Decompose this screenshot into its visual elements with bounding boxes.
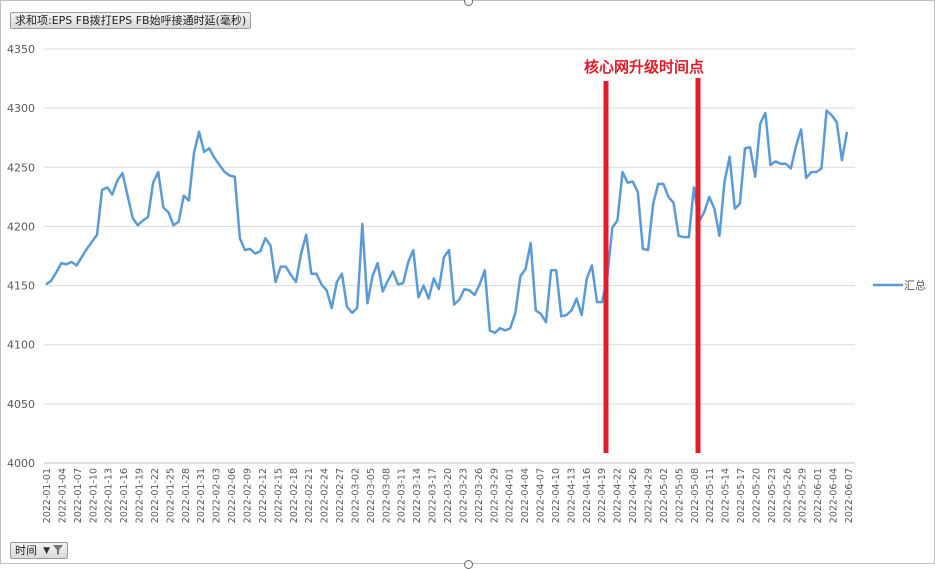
x-tick-label: 2022-02-06 (227, 468, 238, 523)
value-field-label: 求和项:EPS FB拨打EPS FB始呼接通时延(毫秒) (15, 14, 247, 27)
x-tick-label: 2022-04-10 (551, 468, 562, 523)
x-tick-label: 2022-02-24 (320, 468, 331, 523)
x-tick-label: 2022-04-16 (582, 468, 593, 523)
x-tick-label: 2022-02-21 (304, 468, 315, 523)
x-tick-label: 2022-01-07 (73, 468, 84, 523)
x-tick-label: 2022-05-11 (705, 468, 716, 523)
x-tick-label: 2022-03-14 (412, 468, 423, 523)
x-tick-label: 2022-06-01 (813, 468, 824, 523)
x-tick-label: 2022-05-05 (674, 468, 685, 523)
x-tick-label: 2022-02-18 (289, 468, 300, 523)
y-tick-label: 4300 (7, 102, 35, 115)
y-tick-label: 4000 (7, 457, 35, 470)
x-tick-label: 2022-01-13 (104, 468, 115, 523)
x-tick-label: 2022-06-07 (844, 468, 855, 523)
x-tick-label: 2022-05-26 (782, 468, 793, 523)
x-tick-label: 2022-04-04 (520, 468, 531, 523)
x-tick-label: 2022-01-10 (88, 468, 99, 523)
filter-icon[interactable] (52, 544, 64, 561)
x-tick-label: 2022-02-12 (258, 468, 269, 523)
x-tick-label: 2022-05-29 (798, 468, 809, 523)
y-axis-ticks: 4000 4050 4100 4150 4200 4250 4300 4350 (7, 43, 35, 470)
y-tick-label: 4250 (7, 161, 35, 174)
x-tick-label: 2022-05-23 (767, 468, 778, 523)
x-tick-label: 2022-04-26 (628, 468, 639, 523)
x-tick-label: 2022-05-20 (752, 468, 763, 523)
x-axis-ticks: 2022-01-01 2022-01-04 2022-01-07 2022-01-10… (42, 468, 855, 523)
legend: 汇总 (873, 278, 926, 292)
x-tick-label: 2022-03-17 (428, 468, 439, 523)
y-tick-label: 4100 (7, 339, 35, 352)
legend-label: 汇总 (904, 278, 926, 292)
series-line-huizong (45, 109, 849, 335)
x-tick-label: 2022-02-15 (273, 468, 284, 523)
x-tick-label: 2022-04-19 (597, 468, 608, 523)
x-tick-label: 2022-02-09 (243, 468, 254, 523)
y-tick-label: 4150 (7, 280, 35, 293)
dropdown-arrow-icon[interactable]: ▼ (43, 546, 50, 556)
axis-field-label: 时间 (15, 544, 37, 557)
x-tick-label: 2022-02-03 (212, 468, 223, 523)
x-tick-label: 2022-01-25 (165, 468, 176, 523)
x-tick-label: 2022-03-20 (443, 468, 454, 523)
x-tick-label: 2022-06-04 (829, 468, 840, 523)
x-tick-label: 2022-03-08 (381, 468, 392, 523)
x-tick-label: 2022-01-28 (181, 468, 192, 523)
x-tick-label: 2022-01-04 (57, 468, 68, 523)
x-tick-label: 2022-04-07 (536, 468, 547, 523)
x-tick-label: 2022-03-05 (366, 468, 377, 523)
x-tick-label: 2022-01-22 (150, 468, 161, 523)
x-tick-label: 2022-04-29 (644, 468, 655, 523)
x-tick-label: 2022-03-23 (458, 468, 469, 523)
x-tick-label: 2022-05-08 (690, 468, 701, 523)
x-tick-label: 2022-05-02 (659, 468, 670, 523)
gridlines (44, 48, 855, 405)
y-tick-label: 4050 (7, 398, 35, 411)
x-tick-label: 2022-03-29 (489, 468, 500, 523)
resize-handle-bottom[interactable] (464, 560, 473, 569)
x-tick-label: 2022-01-01 (42, 468, 53, 523)
x-tick-label: 2022-04-01 (505, 468, 516, 523)
value-field-button[interactable]: 求和项:EPS FB拨打EPS FB始呼接通时延(毫秒) (10, 12, 252, 29)
x-tick-label: 2022-01-31 (196, 468, 207, 523)
x-tick-label: 2022-03-26 (474, 468, 485, 523)
upgrade-annotation: 核心网升级时间点 (584, 58, 704, 76)
x-tick-label: 2022-03-11 (397, 468, 408, 523)
axis-field-button[interactable]: 时间 ▼ (10, 542, 68, 559)
x-tick-label: 2022-05-17 (736, 468, 747, 523)
x-tick-label: 2022-04-22 (613, 468, 624, 523)
x-tick-label: 2022-05-14 (721, 468, 732, 523)
y-tick-label: 4200 (7, 220, 35, 233)
x-tick-label: 2022-01-16 (119, 468, 130, 523)
x-tick-label: 2022-02-27 (335, 468, 346, 523)
y-tick-label: 4350 (7, 43, 35, 56)
x-tick-label: 2022-04-13 (566, 468, 577, 523)
x-tick-label: 2022-03-02 (351, 468, 362, 523)
x-tick-label: 2022-01-19 (135, 468, 146, 523)
resize-handle-top[interactable] (464, 0, 473, 6)
